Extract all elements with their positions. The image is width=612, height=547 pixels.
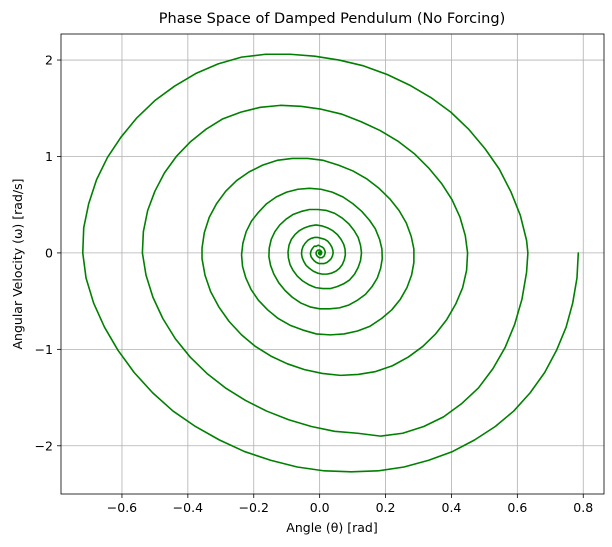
y-tick-label-4: 2: [45, 53, 53, 68]
x-tick-label-5: 0.4: [442, 500, 462, 515]
y-axis-ticks: −2 −1 0 1 2: [35, 53, 61, 453]
x-tick-label-2: −0.2: [239, 500, 269, 515]
x-tick-label-7: 0.8: [573, 500, 593, 515]
x-tick-label-0: −0.6: [107, 500, 137, 515]
y-axis-label: Angular Velocity (ω) [rad/s]: [10, 179, 25, 350]
y-tick-label-1: −1: [35, 342, 53, 357]
plot-area: [61, 34, 604, 494]
y-tick-label-0: −2: [35, 438, 53, 453]
series-layer: [81, 53, 580, 473]
y-tick-label-3: 1: [45, 149, 53, 164]
x-axis-ticks: −0.6 −0.4 −0.2 0.0 0.2 0.4 0.6 0.8: [107, 494, 593, 515]
x-tick-label-4: 0.2: [376, 500, 396, 515]
x-tick-label-3: 0.0: [310, 500, 330, 515]
x-tick-label-6: 0.6: [507, 500, 527, 515]
x-tick-label-1: −0.4: [173, 500, 203, 515]
x-axis-label: Angle (θ) [rad]: [286, 520, 377, 535]
plot-frame: [60, 33, 605, 495]
y-tick-label-2: 0: [45, 245, 53, 260]
chart-title: Phase Space of Damped Pendulum (No Forci…: [159, 11, 505, 27]
phase-trajectory-line-0: [81, 53, 580, 473]
